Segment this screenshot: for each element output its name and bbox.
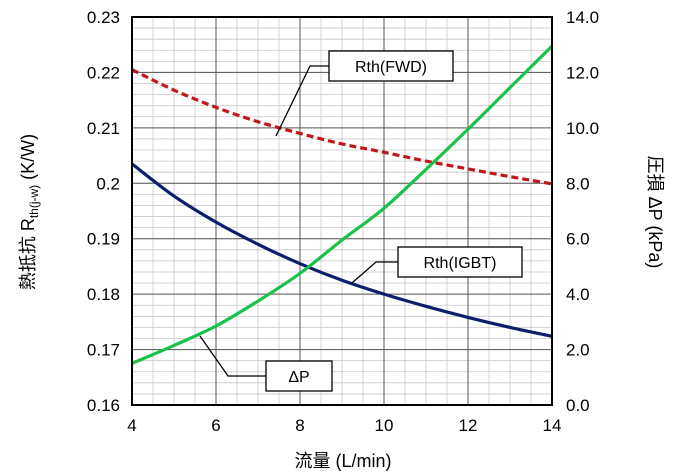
y-left-axis-title-unit: (K/W)	[18, 134, 38, 185]
x-tick-label: 6	[211, 416, 220, 435]
callout-label-rth-fwd: Rth(FWD)	[355, 59, 427, 76]
y-right-tick-label: 12.0	[566, 63, 599, 82]
x-tick-label: 12	[459, 416, 478, 435]
y-left-tick-label: 0.19	[87, 230, 120, 249]
y-right-tick-label: 14.0	[566, 8, 599, 27]
tick-labels: 4 6 8 10 12 14 0.16 0.17 0.18 0.19 0.2 0.21 0.22 0.23…	[87, 8, 599, 435]
x-tick-label: 14	[543, 416, 562, 435]
y-left-tick-label: 0.18	[87, 285, 120, 304]
y-left-axis-title-main: 熱抵抗 R	[18, 218, 38, 290]
series-line-rth-igbt	[131, 162, 553, 338]
y-right-tick-label: 0.0	[566, 396, 590, 415]
callout-label-rth-igbt: Rth(IGBT)	[424, 255, 497, 272]
callout-label-dp: ΔP	[288, 369, 309, 386]
y-right-tick-label: 2.0	[566, 341, 590, 360]
callout-leader-rth-igbt	[351, 261, 398, 284]
y-left-tick-label: 0.17	[87, 341, 120, 360]
y-left-tick-label: 0.23	[87, 8, 120, 27]
y-left-tick-label: 0.22	[87, 63, 120, 82]
callout-box-dp	[265, 360, 333, 392]
x-tick-label: 4	[127, 416, 136, 435]
x-tick-label: 10	[375, 416, 394, 435]
callout-leader-rth-fwd	[275, 65, 329, 137]
y-right-tick-label: 6.0	[566, 230, 590, 249]
y-left-axis-title: 熱抵抗 Rth(j-w) (K/W)	[18, 134, 41, 290]
y-left-axis-title-sub: th(j-w)	[27, 185, 41, 218]
callout-leader-dp	[199, 335, 266, 377]
y-right-tick-label: 10.0	[566, 119, 599, 138]
callout-box-rth-igbt	[397, 246, 523, 278]
series-line-delta-p	[131, 44, 554, 365]
x-axis-title: 流量 (L/min)	[294, 451, 391, 471]
series-layer	[131, 44, 554, 365]
y-right-tick-label: 8.0	[566, 174, 590, 193]
y-left-tick-label: 0.2	[96, 174, 120, 193]
callout-rth-fwd: Rth(FWD)	[275, 50, 454, 137]
series-line-rth-fwd	[131, 68, 553, 186]
y-right-axis-title: 圧損 ΔP (kPa)	[645, 156, 665, 269]
y-left-tick-label: 0.16	[87, 396, 120, 415]
y-right-tick-label: 4.0	[566, 285, 590, 304]
x-tick-label: 8	[295, 416, 304, 435]
plot-frame	[131, 16, 553, 406]
callout-box-rth-fwd	[328, 50, 454, 82]
y-left-tick-label: 0.21	[87, 119, 120, 138]
callout-rth-igbt: Rth(IGBT)	[351, 246, 523, 284]
callout-dp: ΔP	[199, 335, 333, 392]
